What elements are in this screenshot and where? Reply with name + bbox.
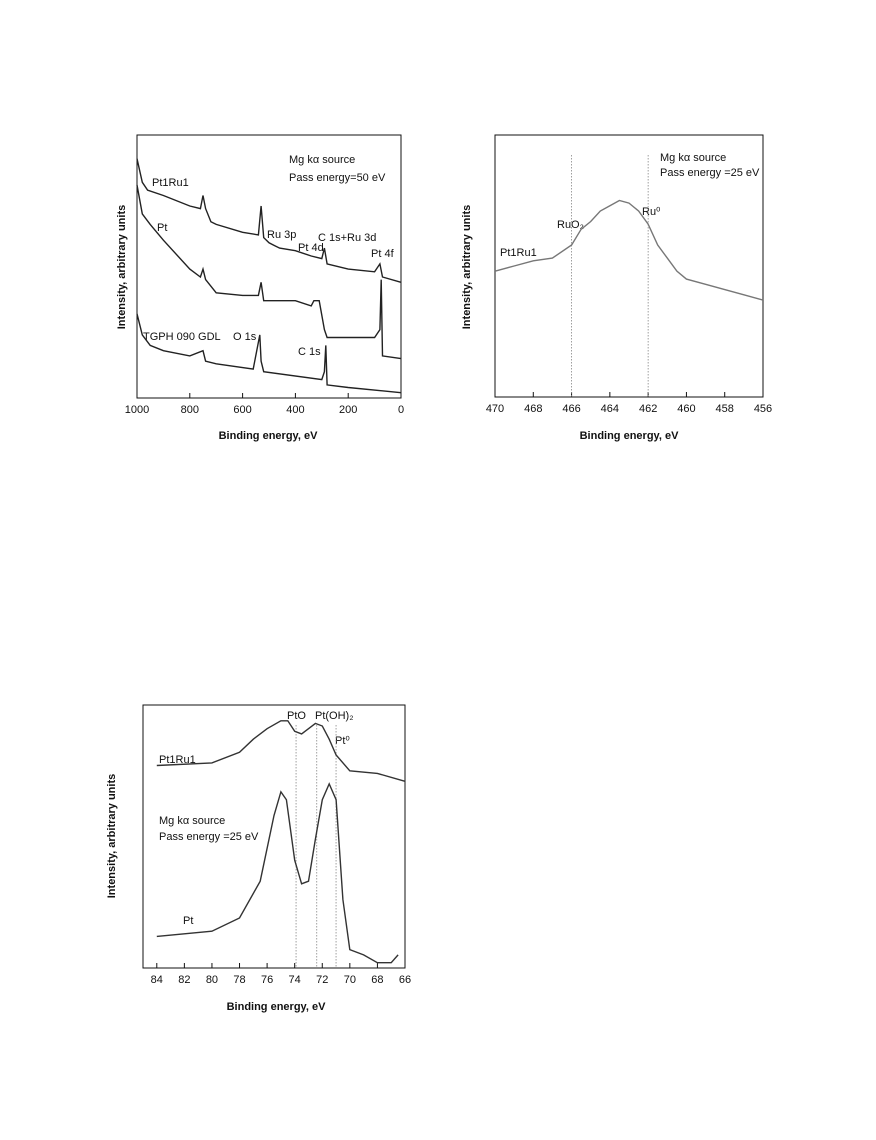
x-tick-label: 458 bbox=[716, 403, 734, 415]
x-tick-label: 0 bbox=[398, 404, 404, 416]
x-tick-label: 460 bbox=[677, 403, 695, 415]
x-tick-label: 200 bbox=[339, 404, 357, 416]
x-axis-label: Binding energy, eV bbox=[219, 430, 318, 442]
reference-label: Ru⁰ bbox=[642, 206, 661, 218]
spectrum-line bbox=[136, 184, 402, 360]
x-tick-label: 464 bbox=[601, 403, 619, 415]
annotation: Pt 4f bbox=[371, 248, 395, 260]
spectrum-line bbox=[494, 199, 764, 301]
reference-label: RuO₂ bbox=[557, 219, 584, 231]
spectrum-line bbox=[136, 313, 402, 394]
annotation: C 1s bbox=[298, 346, 321, 358]
annotation: C 1s+Ru 3d bbox=[318, 232, 376, 244]
spectrum-line bbox=[136, 158, 402, 283]
spectrum-line bbox=[156, 782, 399, 964]
reference-label: PtO bbox=[287, 710, 306, 722]
x-tick-label: 84 bbox=[151, 974, 163, 986]
series-label: Pt bbox=[183, 915, 193, 927]
x-axis-label: Binding energy, eV bbox=[227, 1001, 326, 1013]
x-tick-label: 74 bbox=[289, 974, 301, 986]
x-tick-label: 400 bbox=[286, 404, 304, 416]
annotation: Pass energy =25 eV bbox=[159, 831, 259, 843]
plot-frame bbox=[494, 134, 764, 398]
y-axis-label: Intensity, arbitrary units bbox=[461, 205, 473, 330]
reference-label: Pt(OH)₂ bbox=[315, 710, 354, 722]
y-axis-label: Intensity, arbitrary units bbox=[106, 774, 118, 899]
x-tick-label: 468 bbox=[524, 403, 542, 415]
x-tick-label: 80 bbox=[206, 974, 218, 986]
plot-frame bbox=[142, 704, 406, 969]
annotation: Ru 3p bbox=[267, 229, 296, 241]
annotation: Mg kα source bbox=[660, 152, 726, 164]
x-tick-label: 600 bbox=[233, 404, 251, 416]
spectrum-line bbox=[156, 720, 406, 782]
y-axis-label: Intensity, arbitrary units bbox=[116, 205, 128, 330]
series-label: Pt1Ru1 bbox=[159, 754, 196, 766]
x-tick-label: 68 bbox=[371, 974, 383, 986]
series-label: Pt bbox=[157, 222, 167, 234]
reference-label: Pt⁰ bbox=[335, 735, 350, 747]
x-tick-label: 76 bbox=[261, 974, 273, 986]
x-tick-label: 78 bbox=[233, 974, 245, 986]
x-tick-label: 66 bbox=[399, 974, 411, 986]
plot-frame bbox=[136, 134, 402, 399]
x-tick-label: 462 bbox=[639, 403, 657, 415]
x-tick-label: 70 bbox=[344, 974, 356, 986]
series-label: Pt1Ru1 bbox=[500, 247, 537, 259]
annotation: Mg kα source bbox=[289, 154, 355, 166]
series-label: TGPH 090 GDL bbox=[143, 331, 221, 343]
annotation: Pass energy=50 eV bbox=[289, 172, 386, 184]
x-tick-label: 72 bbox=[316, 974, 328, 986]
x-tick-label: 82 bbox=[178, 974, 190, 986]
x-tick-label: 1000 bbox=[125, 404, 149, 416]
x-tick-label: 466 bbox=[562, 403, 580, 415]
x-tick-label: 470 bbox=[486, 403, 504, 415]
annotation: Pt 4d bbox=[298, 242, 324, 254]
x-tick-label: 800 bbox=[181, 404, 199, 416]
x-axis-label: Binding energy, eV bbox=[580, 430, 679, 442]
x-tick-label: 456 bbox=[754, 403, 772, 415]
annotation: Pass energy =25 eV bbox=[660, 167, 760, 179]
series-label: Pt1Ru1 bbox=[152, 177, 189, 189]
annotation: O 1s bbox=[233, 331, 257, 343]
annotation: Mg kα source bbox=[159, 815, 225, 827]
